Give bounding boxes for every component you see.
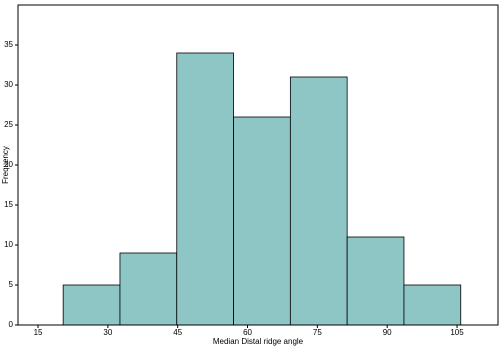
y-axis-label: Frequency: [1, 146, 10, 184]
x-tick-label: 75: [313, 328, 322, 337]
bar: [233, 116, 291, 326]
x-tick-label: 60: [243, 328, 252, 337]
x-tick-label: 15: [34, 328, 43, 337]
x-tick-label: 45: [173, 328, 182, 337]
x-axis-label: Median Distal ridge angle: [213, 337, 304, 346]
bar: [62, 284, 121, 326]
x-tick-label: 105: [450, 328, 464, 337]
y-tick-label: 30: [4, 80, 13, 89]
bar: [346, 236, 405, 326]
bar: [289, 76, 348, 326]
bar: [119, 252, 178, 326]
y-tick-label: 35: [4, 40, 13, 49]
y-tick-label: 5: [9, 280, 14, 289]
plot-frame: [17, 4, 499, 326]
bar: [176, 52, 234, 326]
y-tick-label: 10: [4, 240, 13, 249]
bar: [403, 284, 462, 326]
x-tick-label: 30: [103, 328, 112, 337]
y-tick-label: 25: [4, 120, 13, 129]
y-tick-label: 15: [4, 200, 13, 209]
x-tick-label: 90: [383, 328, 392, 337]
y-tick-label: 20: [4, 160, 13, 169]
y-tick-label: 0: [9, 320, 14, 329]
